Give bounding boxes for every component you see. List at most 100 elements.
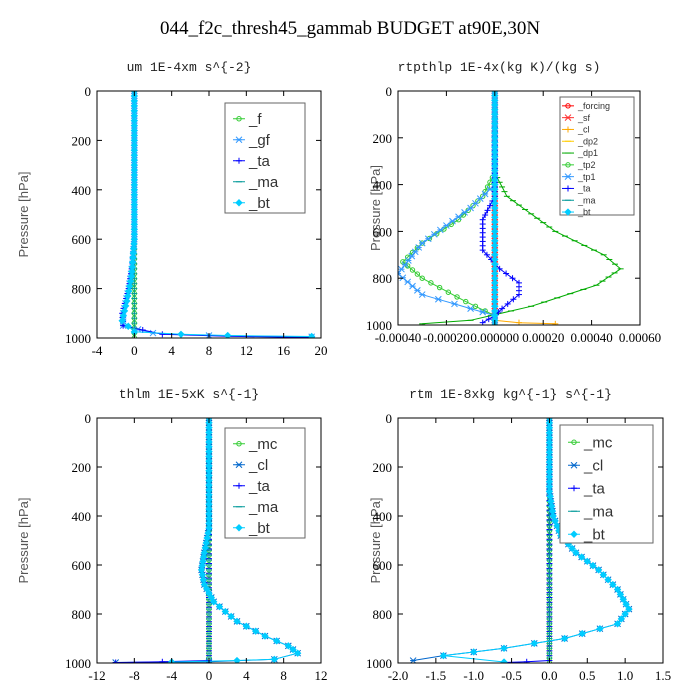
series-ta [112, 418, 212, 663]
x-tick-label: -1.0 [463, 668, 484, 683]
legend-entry: _mc [248, 436, 278, 453]
panel-title: rtm 1E-8xkg kg^{-1} s^{-1} [409, 387, 612, 402]
y-tick-label: 200 [373, 460, 393, 475]
panel-title: rtpthlp 1E-4x(kg K)/(kg s) [398, 60, 601, 75]
plot-frame [397, 90, 641, 326]
legend-entry: _bt [577, 207, 591, 217]
x-tick-label: -8 [129, 668, 140, 683]
y-tick-label: 0 [386, 411, 393, 426]
x-tick-label: 0.0 [541, 668, 557, 683]
panel-4: rtm 1E-8xkg kg^{-1} s^{-1} Pressure [hPa]… [366, 387, 671, 683]
legend-entry: _ma [248, 174, 279, 191]
y-tick-label: 600 [72, 558, 92, 573]
y-tick-label: 1000 [65, 656, 91, 671]
legend-entry: _dp2 [577, 136, 598, 146]
x-tick-label: 16 [277, 343, 291, 358]
panel-title: thlm 1E-5xK s^{-1} [119, 387, 259, 402]
y-tick-label: 0 [85, 411, 92, 426]
y-tick-label: 200 [373, 131, 393, 146]
figure-title: 044_f2c_thresh45_gammab BUDGET at90E,30N [159, 18, 541, 39]
x-tick-label: 0.000000 [470, 330, 519, 345]
y-tick-label: 400 [72, 183, 92, 198]
y-tick-label: 200 [72, 460, 92, 475]
panel-title: um 1E-4xm s^{-2} [127, 60, 252, 75]
x-tick-label: 0.5 [579, 668, 595, 683]
legend-entry: _gf [248, 132, 271, 149]
legend-entry: _bt [248, 520, 271, 537]
legend-entry: _mc [583, 435, 613, 452]
y-tick-label: 600 [373, 558, 393, 573]
legend-entry: _cl [577, 125, 590, 135]
y-tick-label: 400 [373, 178, 393, 193]
legend-entry: _forcing [577, 101, 610, 111]
series-cl [491, 91, 559, 325]
legend: _mc _cl _ta _ma _bt [224, 427, 306, 539]
panel-1: um 1E-4xm s^{-2} Pressure [hPa] -4 0 4 8 12 16 2… [16, 60, 328, 358]
legend: _forcing _sf _cl_dp2 _dp1 _tp2 _tp1 _ta_ma _bt [559, 96, 635, 217]
y-axis-label: Pressure [hPa] [368, 498, 383, 584]
x-tick-label: 12 [240, 343, 253, 358]
series-bt [439, 418, 633, 663]
series-line [398, 91, 496, 325]
x-tick-label: 4 [243, 668, 250, 683]
legend-entry: _ta [248, 478, 271, 495]
y-tick-label: 800 [373, 607, 393, 622]
series-ta [479, 91, 522, 325]
x-tick-label: 8 [280, 668, 287, 683]
legend-entry: _ta [248, 153, 271, 170]
legend-entry: _f [248, 111, 262, 128]
y-tick-label: 800 [373, 271, 393, 286]
y-tick-label: 600 [373, 224, 393, 239]
x-tick-label: 0.00020 [522, 330, 564, 345]
legend-entry: _bt [248, 195, 271, 212]
x-tick-label: 0 [131, 343, 138, 358]
panel-2: rtpthlp 1E-4x(kg K)/(kg s) Pressure [hPa]… [366, 60, 661, 345]
series-line [115, 418, 210, 663]
x-tick-label: -0.00020 [423, 330, 470, 345]
x-tick-label: 12 [315, 668, 328, 683]
y-tick-label: 1000 [65, 331, 91, 346]
legend-entry: _ma [248, 499, 279, 516]
legend-entry: _cl [248, 457, 268, 474]
x-tick-label: -4 [166, 668, 177, 683]
legend: _f _gf _ta _ma _bt [224, 102, 306, 214]
legend-entry: _dp1 [577, 148, 598, 158]
x-tick-label: 0.00060 [619, 330, 661, 345]
x-tick-label: -2.0 [388, 668, 409, 683]
y-tick-label: 0 [386, 84, 393, 99]
x-tick-label: 20 [315, 343, 328, 358]
legend: _mc _cl _ta _ma _bt [559, 424, 654, 544]
y-tick-label: 400 [72, 509, 92, 524]
legend-entry: _ma [577, 195, 596, 205]
x-tick-label: -12 [88, 668, 105, 683]
series-bt [118, 91, 316, 338]
y-tick-label: 600 [72, 232, 92, 247]
x-tick-label: -1.5 [426, 668, 447, 683]
legend-entry: _ta [577, 184, 591, 194]
legend-entry: _tp1 [577, 172, 596, 182]
y-tick-label: 800 [72, 282, 92, 297]
plot-frame [397, 417, 664, 664]
x-tick-label: 8 [206, 343, 213, 358]
x-tick-label: 4 [168, 343, 175, 358]
series-ta [501, 418, 553, 663]
y-axis-label: Pressure [hPa] [368, 165, 383, 251]
y-tick-label: 1000 [366, 318, 392, 333]
x-tick-label: 0 [206, 668, 213, 683]
y-tick-label: 0 [85, 84, 92, 99]
x-tick-label: 1.5 [655, 668, 671, 683]
legend-entry: _sf [577, 113, 591, 123]
series-tp2 [400, 91, 498, 325]
series-line [503, 418, 550, 663]
legend-entry: _ta [583, 481, 606, 498]
panel-3: thlm 1E-5xK s^{-1} Pressure [hPa] -12 -8 -4 0… [16, 387, 328, 683]
series-line [482, 91, 520, 324]
y-tick-label: 1000 [366, 656, 392, 671]
y-axis-label: Pressure [hPa] [16, 172, 31, 258]
series-bt [491, 91, 499, 325]
series-line [494, 91, 556, 325]
y-axis-label: Pressure [hPa] [16, 498, 31, 584]
series-bt [167, 418, 302, 663]
